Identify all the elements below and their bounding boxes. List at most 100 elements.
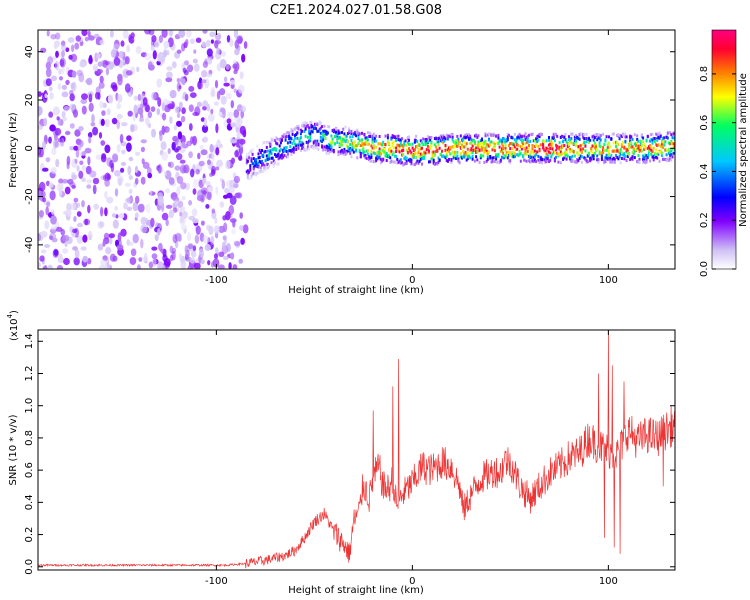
noise-cell [219,143,223,149]
signal-cell [276,142,279,146]
svg-text:(x104): (x104) [6,310,20,341]
signal-cell [650,133,653,136]
signal-cell [392,135,395,139]
noise-cell [116,93,123,103]
signal-cell [448,157,450,161]
signal-cell [383,150,386,154]
signal-cell [658,136,661,140]
signal-cell [545,152,548,156]
noise-cell [109,236,113,245]
signal-cell [651,141,654,145]
signal-cell [375,159,378,163]
signal-cell [398,144,401,147]
signal-cell [636,141,639,145]
signal-cell [314,122,316,126]
signal-cell [593,141,596,145]
noise-cell [140,139,147,144]
signal-cell [579,154,582,158]
noise-cell [134,177,139,185]
signal-cell [430,157,433,161]
signal-cell [528,143,530,147]
signal-cell [324,131,327,135]
signal-cell [461,146,463,149]
signal-cell [344,140,347,144]
signal-cell [419,156,422,160]
signal-cell [631,155,634,159]
signal-cell [312,146,315,150]
signal-cell [463,145,466,149]
signal-cell [550,155,553,159]
signal-cell [368,142,371,146]
signal-cell [508,159,510,163]
signal-cell [355,148,358,152]
noise-cell [116,119,120,130]
signal-cell [346,145,349,149]
signal-cell [345,151,348,155]
signal-cell [444,137,447,141]
signal-cell [291,129,294,133]
signal-cell [365,140,368,144]
noise-cell [136,66,140,73]
noise-cell [81,200,85,208]
signal-cell [411,146,414,150]
noise-cell [68,54,73,60]
noise-cell [232,264,238,269]
signal-cell [315,127,318,131]
noise-cell [176,176,184,184]
noise-cell [103,232,110,240]
signal-cell [637,146,640,150]
signal-cell [426,150,429,154]
signal-cell [281,135,283,139]
signal-cell [548,160,550,164]
signal-cell [252,162,255,166]
signal-cell [552,134,555,138]
signal-cell [573,160,576,164]
signal-cell [593,136,596,140]
signal-cell [543,150,546,153]
signal-cell [570,159,573,163]
signal-cell [299,136,302,140]
signal-cell [446,134,449,138]
noise-cell [125,70,133,76]
signal-cell [513,152,516,156]
signal-cell [416,152,419,156]
signal-cell [433,143,436,147]
signal-cell [481,138,483,142]
signal-cell [328,125,331,129]
signal-cell [308,131,311,135]
signal-cell [524,142,527,146]
y-tick-label: 1.4 [24,333,35,349]
signal-cell [309,139,312,143]
signal-cell [269,150,272,154]
signal-cell [446,137,449,141]
signal-cell [357,131,360,135]
signal-cell [626,148,629,152]
signal-cell [544,146,547,150]
signal-cell [530,150,533,154]
signal-cell [389,161,392,164]
signal-cell [633,156,636,160]
noise-cell [140,146,145,153]
signal-cell [572,149,575,153]
signal-cell [337,153,340,157]
signal-cell [631,157,634,161]
signal-cell [331,137,334,141]
noise-cell [243,41,248,49]
signal-cell [316,139,319,143]
signal-cell [311,146,314,150]
noise-cell [202,61,209,68]
noise-cell [48,111,54,118]
signal-cell [498,160,501,164]
signal-cell [477,143,480,147]
noise-cell [86,179,92,184]
signal-cell [301,141,303,145]
signal-cell [339,136,342,140]
signal-cell [341,140,343,144]
signal-cell [261,149,263,152]
noise-cell [166,71,173,79]
signal-cell [370,150,373,154]
signal-cell [252,167,255,171]
noise-cell [113,57,121,66]
signal-cell [658,131,661,135]
noise-cell [204,243,211,252]
